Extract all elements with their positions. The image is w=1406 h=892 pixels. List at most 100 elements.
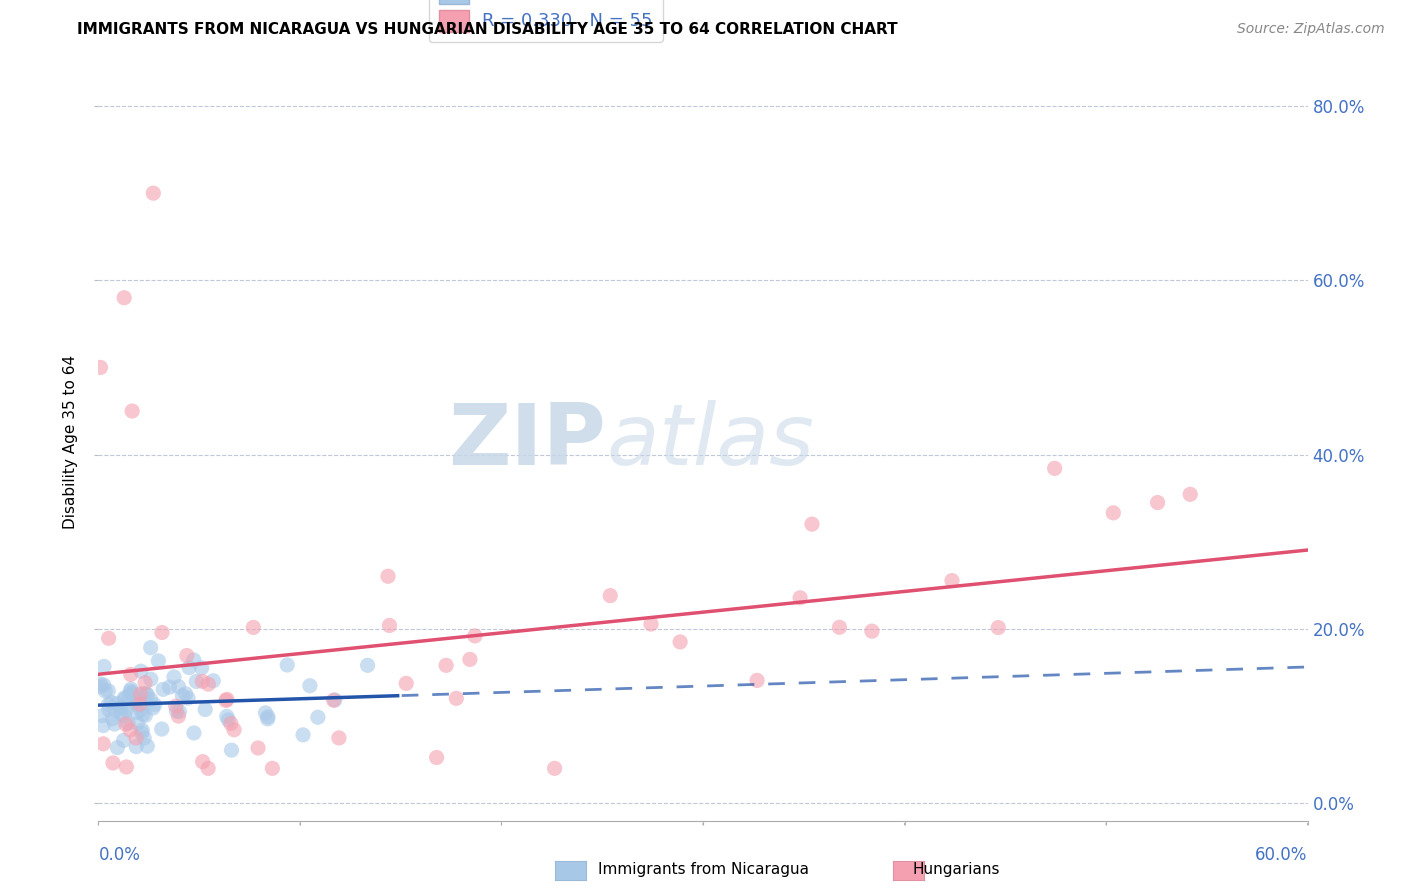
Point	[103, 717, 125, 731]
Point	[395, 676, 418, 690]
Point	[114, 692, 136, 706]
Point	[464, 629, 486, 643]
Point	[128, 697, 150, 711]
Point	[127, 706, 149, 720]
Text: 0.0%: 0.0%	[98, 846, 141, 863]
Point	[120, 684, 142, 698]
Point	[292, 728, 315, 742]
Point	[112, 733, 135, 747]
Point	[120, 681, 142, 696]
Point	[215, 693, 238, 707]
Point	[97, 698, 120, 712]
Point	[150, 722, 173, 736]
Point	[828, 620, 851, 634]
Point	[127, 716, 149, 731]
Point	[125, 731, 148, 745]
Y-axis label: Disability Age 35 to 64: Disability Age 35 to 64	[63, 354, 79, 529]
Point	[97, 703, 120, 717]
Point	[114, 690, 136, 705]
Legend: R = 0.028   N = 82, R = 0.330   N = 55: R = 0.028 N = 82, R = 0.330 N = 55	[429, 0, 662, 42]
Point	[221, 743, 243, 757]
Point	[120, 723, 142, 737]
Point	[104, 703, 127, 717]
Point	[136, 688, 159, 702]
Point	[112, 291, 135, 305]
Point	[129, 664, 152, 678]
Point	[163, 670, 186, 684]
Point	[136, 739, 159, 754]
Point	[186, 674, 208, 689]
Point	[256, 712, 278, 726]
Point	[91, 708, 114, 723]
Point	[222, 723, 245, 737]
Point	[262, 761, 284, 775]
Point	[150, 625, 173, 640]
Point	[110, 700, 132, 714]
Point	[1146, 495, 1168, 509]
Point	[183, 653, 205, 667]
Point	[152, 682, 174, 697]
Text: IMMIGRANTS FROM NICARAGUA VS HUNGARIAN DISABILITY AGE 35 TO 64 CORRELATION CHART: IMMIGRANTS FROM NICARAGUA VS HUNGARIAN D…	[77, 22, 898, 37]
Point	[987, 621, 1010, 635]
Point	[89, 680, 111, 694]
Point	[135, 687, 157, 701]
Point	[97, 683, 120, 698]
Point	[117, 716, 139, 731]
Point	[139, 692, 162, 706]
Point	[177, 660, 200, 674]
Point	[217, 713, 239, 727]
Point	[183, 726, 205, 740]
Text: Immigrants from Nicaragua: Immigrants from Nicaragua	[598, 863, 808, 877]
Point	[169, 705, 191, 719]
Point	[111, 700, 134, 714]
Point	[328, 731, 350, 745]
Point	[142, 701, 165, 715]
Point	[167, 709, 190, 723]
Point	[197, 761, 219, 775]
Point	[202, 673, 225, 688]
Point	[446, 691, 468, 706]
Point	[307, 710, 329, 724]
Text: 60.0%: 60.0%	[1256, 846, 1308, 863]
Point	[105, 740, 128, 755]
Point	[860, 624, 883, 639]
Point	[254, 706, 277, 720]
Point	[165, 699, 187, 714]
Point	[142, 186, 165, 201]
Point	[125, 698, 148, 712]
Point	[215, 692, 238, 706]
Point	[356, 658, 378, 673]
Point	[115, 703, 138, 717]
Point	[128, 693, 150, 707]
Point	[94, 684, 117, 698]
Point	[125, 695, 148, 709]
Point	[458, 652, 481, 666]
Point	[134, 731, 156, 745]
Point	[190, 661, 212, 675]
Point	[115, 760, 138, 774]
Point	[139, 673, 162, 687]
Point	[1180, 487, 1202, 501]
Point	[165, 704, 187, 718]
Point	[101, 756, 124, 770]
Point	[148, 654, 170, 668]
Text: atlas: atlas	[606, 400, 814, 483]
Point	[194, 702, 217, 716]
Point	[242, 620, 264, 634]
Point	[167, 680, 190, 694]
Point	[118, 689, 141, 703]
Point	[426, 750, 449, 764]
Point	[132, 687, 155, 701]
Point	[322, 693, 344, 707]
Point	[640, 617, 662, 632]
Point	[120, 667, 142, 681]
Point	[276, 657, 298, 672]
Point	[114, 717, 136, 731]
Point	[129, 703, 152, 717]
Text: ZIP: ZIP	[449, 400, 606, 483]
Point	[125, 739, 148, 754]
Point	[131, 723, 153, 738]
Point	[139, 640, 162, 655]
Point	[176, 648, 198, 663]
Point	[219, 716, 242, 731]
